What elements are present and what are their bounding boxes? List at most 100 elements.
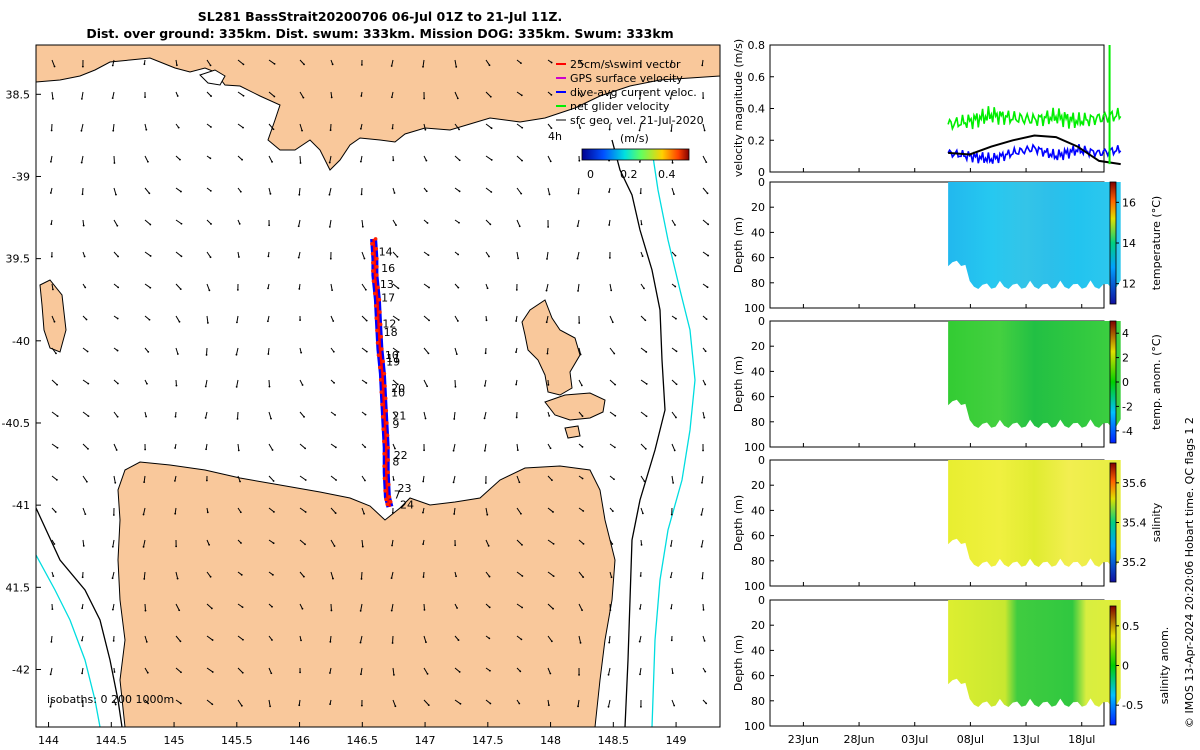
velocity-arrow (516, 635, 522, 640)
day-label: 10 (391, 387, 405, 400)
velocity-arrow-head (85, 318, 88, 321)
colorbar-label-salinity: salinity (1150, 502, 1163, 542)
velocity-arrow (702, 155, 707, 163)
velocity-arrow-head (613, 352, 616, 355)
velocity-arrow-head (269, 705, 272, 708)
colorbar-tick-1: 0.2 (620, 168, 638, 181)
velocity-arrow (299, 507, 306, 513)
velocity-arrow (144, 283, 151, 289)
track-point (379, 390, 384, 394)
velocity-arrow-head (174, 447, 177, 449)
velocity-arrow-head (176, 95, 179, 97)
velocity-arrow (392, 251, 398, 258)
velocity-arrow-head (363, 512, 365, 515)
colorbar-tick-label: 0 (1122, 376, 1129, 389)
velocity-arrow-head (673, 704, 676, 707)
velocity-arrow (547, 603, 554, 610)
velocity-arrow-head (303, 63, 305, 66)
velocity-arrow-head (673, 449, 676, 452)
velocity-arrow-head (457, 639, 460, 641)
velocity-arrow-head (56, 415, 59, 417)
velocity-arrow (609, 443, 616, 448)
velocity-arrow-head (611, 65, 614, 68)
map-xtick-label: 147.5 (472, 734, 504, 747)
velocity-arrow-head (55, 352, 57, 355)
land-small-islet (564, 425, 581, 439)
glider-track (370, 237, 394, 508)
velocity-arrow-head (674, 285, 677, 288)
velocity-arrow-head (520, 192, 523, 195)
velocity-arrow (82, 219, 85, 226)
velocity-arrow-head (208, 543, 211, 546)
velocity-arrow (329, 635, 332, 642)
velocity-arrow-head (517, 257, 520, 260)
velocity-arrow-head (518, 225, 521, 228)
velocity-arrow (112, 59, 115, 66)
velocity-arrow (640, 411, 647, 417)
velocity-arrow (453, 475, 456, 483)
velocity-arrow (423, 411, 427, 419)
velocity-arrow (299, 539, 306, 545)
velocity-arrow-head (425, 159, 428, 162)
day-label: 7 (394, 489, 401, 502)
velocity-arrow-head (392, 159, 395, 162)
velocity-arrow (423, 699, 430, 706)
velocity-arrow (577, 699, 580, 707)
section-data-temp_anom (948, 321, 1121, 428)
velocity-arrow (50, 635, 53, 642)
velocity-arrow-head (84, 286, 87, 289)
velocity-arrow (516, 123, 523, 129)
velocity-arrow-head (453, 513, 456, 515)
velocity-arrow (454, 315, 459, 322)
section-ytick-label: 0 (758, 454, 765, 467)
velocity-arrow-head (701, 481, 703, 484)
velocity-arrow-head (81, 639, 83, 642)
velocity-arrow-head (359, 160, 362, 163)
velocity-arrow (80, 123, 84, 131)
colorbar-tick-label: -4 (1122, 425, 1133, 438)
velocity-arrow-head (329, 257, 332, 260)
section-ytick-label: 0 (758, 594, 765, 607)
velocity-arrow-head (705, 318, 708, 320)
velocity-arrow (485, 155, 493, 161)
velocity-arrow (423, 251, 429, 256)
velocity-arrow-head (669, 576, 672, 579)
map-axes-frame (35, 44, 721, 728)
velocity-arrow-head (548, 193, 551, 196)
velocity-arrow-head (423, 449, 425, 452)
velocity-arrow-head (84, 513, 87, 516)
velocity-arrow (546, 251, 549, 259)
velocity-arrow-head (390, 96, 393, 99)
velocity-arrow-head (608, 641, 611, 644)
velocity-arrow-head (645, 415, 648, 418)
velocity-arrow-head (328, 193, 331, 196)
velocity-arrow-head (330, 609, 333, 612)
velocity-arrow-head (550, 61, 553, 64)
velocity-arrow-head (116, 382, 119, 385)
velocity-arrow-head (397, 287, 400, 290)
velocity-arrow (547, 539, 554, 545)
isobath-200m-west (36, 507, 123, 727)
velocity-arrow-head (423, 608, 426, 611)
velocity-arrow (330, 539, 335, 547)
track-point (376, 353, 381, 357)
velocity-arrow-head (299, 319, 301, 321)
velocity-arrow-head (427, 704, 430, 707)
velocity-arrow-head (608, 256, 611, 259)
velocity-arrow-head (360, 704, 363, 707)
velocity-arrow (671, 347, 677, 352)
velocity-arrow-head (640, 543, 643, 546)
velocity-arrow (578, 411, 583, 417)
velocity-arrow-head (365, 350, 368, 353)
velocity-arrow-head (271, 449, 274, 451)
date-tick-label: 13Jul (1012, 733, 1039, 746)
velocity-arrow-head (81, 193, 84, 196)
velocity-arrow (391, 91, 394, 98)
velocity-arrow (392, 283, 399, 289)
velocity-arrow-head (365, 319, 368, 322)
track-point (385, 502, 390, 507)
velocity-arrow (299, 155, 302, 164)
velocity-arrow-head (174, 415, 177, 418)
velocity-arrow-head (703, 639, 706, 642)
velocity-arrow-head (304, 479, 307, 481)
